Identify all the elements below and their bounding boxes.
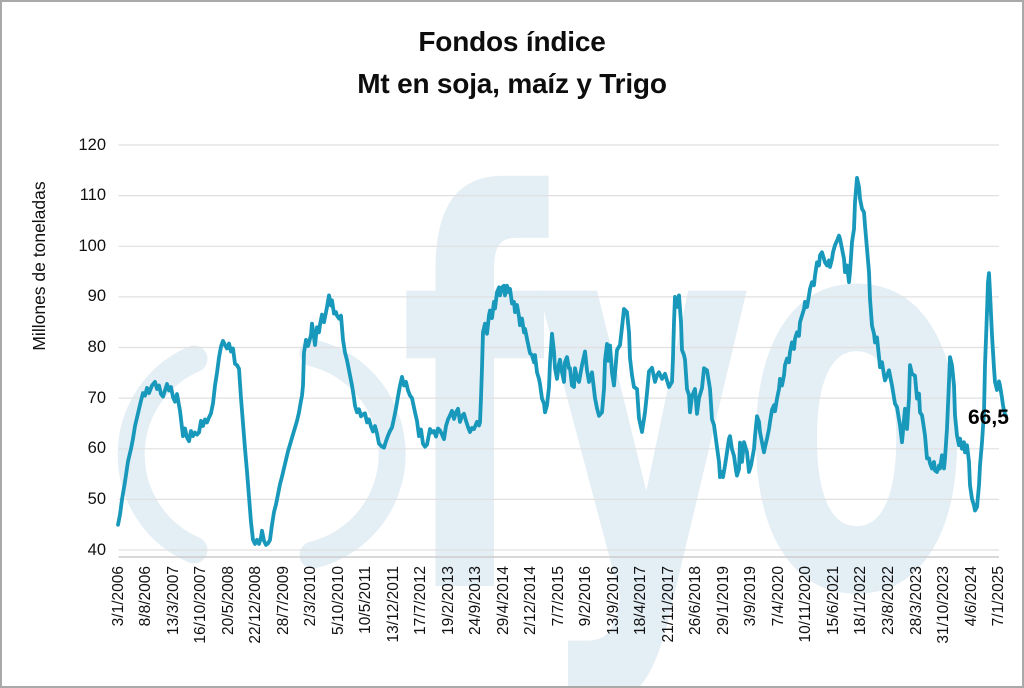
x-tick-label: 4/6/2024 [962, 566, 980, 627]
x-tick-label: 8/8/2006 [137, 566, 154, 627]
x-tick-label: 2/12/2014 [522, 566, 540, 635]
x-tick-label: 24/9/2013 [467, 566, 485, 635]
x-tick-label: 7/7/2015 [549, 566, 567, 627]
x-tick-label: 28/7/2009 [274, 566, 292, 635]
y-tick-label: 40 [87, 540, 106, 559]
x-tick-label: 10/5/2011 [357, 566, 375, 634]
x-tick-label: 3/9/2019 [742, 566, 760, 627]
x-tick-label: 17/7/2012 [412, 566, 430, 635]
chart-title-line1: Fondos índice [418, 26, 606, 57]
x-tick-label: 21/11/2017 [659, 566, 677, 643]
x-tick-label: 20/5/2008 [219, 566, 237, 635]
x-tick-label: 28/3/2023 [907, 566, 925, 635]
x-tick-label: 23/8/2022 [879, 566, 897, 635]
x-tick-label: 22/12/2008 [247, 566, 265, 644]
x-tick-label: 2/3/2010 [302, 566, 320, 627]
x-tick-label: 18/4/2017 [632, 566, 650, 635]
y-tick-label: 110 [79, 186, 106, 205]
x-tick-label: 7/4/2020 [769, 566, 787, 627]
x-tick-label: 7/1/2025 [990, 566, 1007, 627]
y-tick-label: 60 [87, 439, 106, 458]
y-tick-label: 100 [78, 236, 106, 255]
watermark-fyo-text: fyo [400, 86, 972, 688]
x-tick-label: 13/12/2011 [384, 566, 402, 643]
chart-title-line2: Mt en soja, maíz y Trigo [357, 68, 667, 99]
y-tick-label: 50 [87, 489, 106, 508]
x-tick-label: 15/6/2021 [824, 566, 842, 635]
y-tick-label: 70 [87, 388, 106, 407]
x-tick-label: 9/2/2016 [577, 566, 595, 627]
x-tick-label: 13/9/2016 [604, 566, 622, 635]
last-point-value-label: 66,5 [968, 406, 1009, 429]
y-tick-label: 90 [87, 287, 106, 306]
x-tick-label: 31/10/2023 [935, 566, 952, 644]
x-tick-label: 26/6/2018 [687, 566, 705, 635]
x-tick-label: 29/1/2019 [714, 566, 732, 635]
y-tick-label: 80 [87, 338, 106, 356]
x-tick-label: 5/10/2010 [329, 566, 347, 635]
x-tick-label: 10/11/2020 [797, 566, 815, 643]
data-series-line [116, 175, 1008, 547]
x-tick-label: 29/4/2014 [494, 566, 512, 635]
x-tick-label: 16/10/2007 [192, 566, 209, 644]
x-tick-label: 19/2/2013 [439, 566, 457, 635]
y-tick-label: 120 [78, 135, 106, 154]
x-tick-label: 3/1/2006 [109, 566, 127, 627]
x-tick-label: 18/1/2022 [852, 566, 870, 635]
x-tick-label: 13/3/2007 [164, 566, 182, 635]
